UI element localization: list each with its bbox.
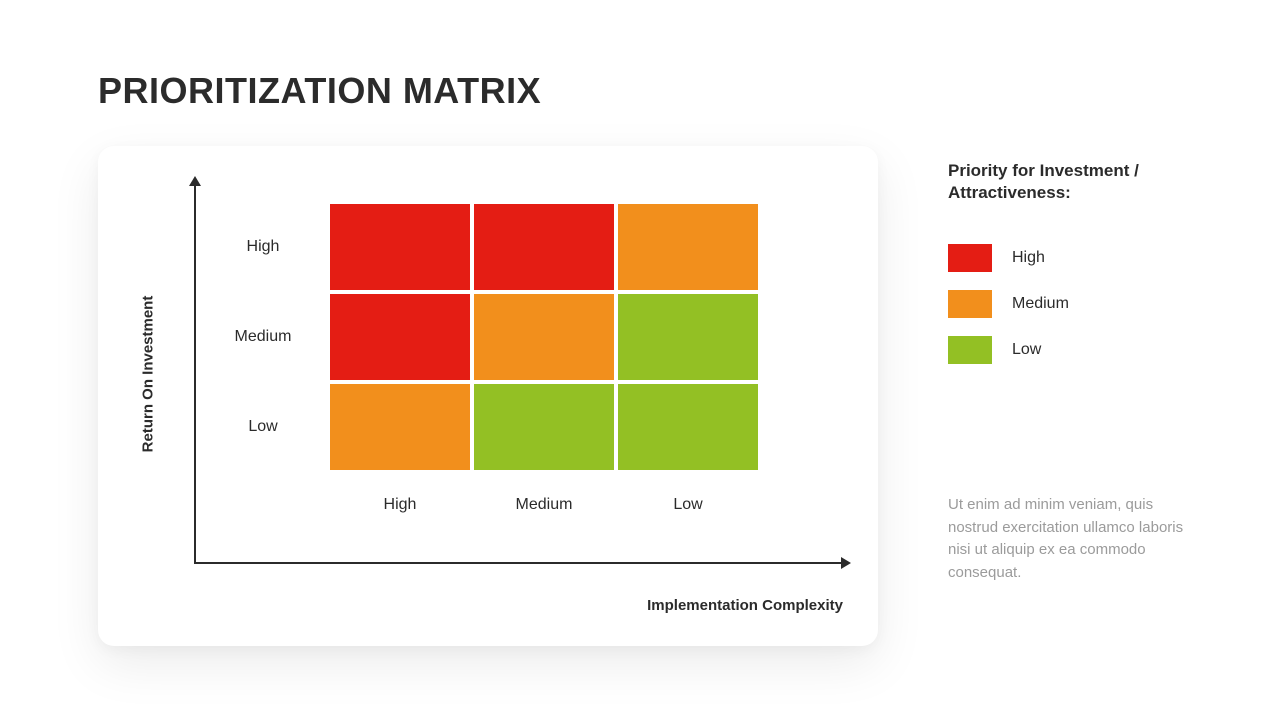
matrix-card: Return On Investment Implementation Comp… [98, 146, 878, 646]
x-axis-label: Implementation Complexity [647, 597, 843, 614]
x-category-labels: HighMediumLow [330, 480, 758, 514]
legend-label: Low [1012, 341, 1041, 359]
footnote-text: Ut enim ad minim veniam, quis nostrud ex… [948, 494, 1188, 584]
legend-title: Priority for Investment / Attractiveness… [948, 160, 1208, 204]
matrix-cell [618, 384, 758, 470]
legend-label: Medium [1012, 295, 1069, 313]
page-title: PRIORITIZATION MATRIX [98, 70, 1220, 112]
chart-area: Return On Investment Implementation Comp… [158, 184, 818, 564]
legend-swatch [948, 244, 992, 272]
legend-item: Low [948, 336, 1208, 364]
legend-swatch [948, 336, 992, 364]
legend-swatch [948, 290, 992, 318]
x-category-label: Medium [474, 480, 614, 514]
y-axis-line [194, 184, 196, 564]
x-axis-arrow-icon [841, 557, 851, 569]
y-category-label: Medium [208, 294, 318, 380]
y-category-label: Low [208, 384, 318, 470]
matrix-cell [474, 384, 614, 470]
matrix-cell [330, 294, 470, 380]
legend-items: High Medium Low [948, 244, 1208, 364]
matrix-cell [618, 294, 758, 380]
x-category-label: High [330, 480, 470, 514]
y-axis-label: Return On Investment [140, 296, 157, 453]
page: PRIORITIZATION MATRIX Return On Investme… [0, 0, 1280, 720]
legend-label: High [1012, 249, 1045, 267]
content-row: Return On Investment Implementation Comp… [98, 146, 1220, 646]
y-category-label: High [208, 204, 318, 290]
y-axis-arrow-icon [189, 176, 201, 186]
matrix-cell [330, 384, 470, 470]
matrix-cell [474, 294, 614, 380]
y-category-labels: HighMediumLow [208, 204, 318, 470]
x-axis-line [194, 562, 843, 564]
legend-item: Medium [948, 290, 1208, 318]
matrix-cell [618, 204, 758, 290]
matrix-grid [330, 204, 758, 470]
legend-item: High [948, 244, 1208, 272]
matrix-cell [474, 204, 614, 290]
side-panel: Priority for Investment / Attractiveness… [948, 146, 1208, 584]
matrix-cell [330, 204, 470, 290]
x-category-label: Low [618, 480, 758, 514]
